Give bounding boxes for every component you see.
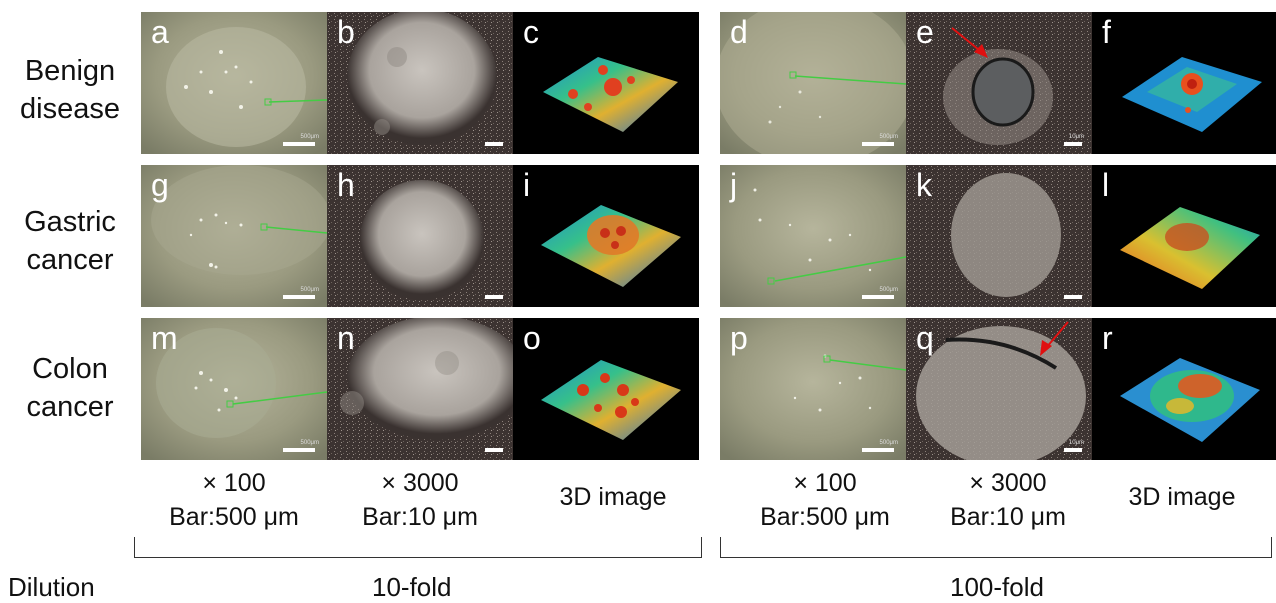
panel-g-micro: g 500μm [141, 165, 327, 307]
panel-l-3d: l [1092, 165, 1276, 307]
caption-col6: 3D image [1092, 480, 1272, 514]
caption-line: Bar:10 μm [362, 503, 478, 531]
bracket-10fold [134, 537, 702, 558]
panel-q-sem: q 10μm [906, 318, 1092, 460]
panel-letter: l [1102, 167, 1110, 203]
scale-bar [862, 448, 894, 452]
panel-o-3d: o [513, 318, 699, 460]
caption-col2: × 3000 Bar:10 μm [327, 466, 513, 534]
caption-col5: × 3000 Bar:10 μm [915, 466, 1101, 534]
row-label-line: Colon [32, 353, 108, 385]
scale-bar [485, 295, 503, 299]
panel-r-3d: r [1092, 318, 1276, 460]
panel-letter: a [151, 14, 169, 50]
panel-letter: m [151, 320, 178, 356]
caption-col3: 3D image [513, 480, 713, 514]
row-label-line: Gastric [24, 206, 116, 238]
panel-letter: o [523, 320, 541, 356]
panel-f-3d: f [1092, 12, 1276, 154]
caption-line: 3D image [559, 483, 667, 511]
panel-p-micro: p 500μm [720, 318, 906, 460]
panel-letter: q [916, 320, 934, 356]
dilution-label: Dilution [8, 572, 95, 602]
panel-letter: f [1102, 14, 1111, 50]
row-label-line: cancer [26, 391, 114, 423]
scale-text: 500μm [300, 287, 319, 293]
scale-text: 10μm [1068, 134, 1084, 140]
panel-letter: r [1102, 320, 1113, 356]
caption-line: × 100 [202, 469, 266, 497]
scale-bar [485, 142, 503, 146]
panel-letter: i [523, 167, 531, 203]
scale-bar [283, 448, 315, 452]
scale-bar [283, 295, 315, 299]
panel-letter: k [916, 167, 932, 203]
panel-letter: c [523, 14, 539, 50]
panel-h-sem: h [327, 165, 513, 307]
caption-col1: × 100 Bar:500 μm [141, 466, 327, 534]
scale-text: 500μm [879, 287, 898, 293]
scale-bar [1064, 448, 1082, 452]
scale-text: 500μm [879, 440, 898, 446]
panel-letter: n [337, 320, 355, 356]
scale-bar [485, 448, 503, 452]
dilution-10fold: 10-fold [372, 572, 452, 602]
panel-letter: h [337, 167, 355, 203]
scale-text: 500μm [300, 440, 319, 446]
panel-letter: b [337, 14, 355, 50]
panel-m-micro: m 500μm [141, 318, 327, 460]
scale-bar [1064, 295, 1082, 299]
panel-n-sem: n [327, 318, 513, 460]
caption-line: Bar:500 μm [169, 503, 299, 531]
panel-i-3d: i [513, 165, 699, 307]
panel-d-micro: d 500μm [720, 12, 906, 154]
panel-letter: j [730, 167, 738, 203]
panel-e-sem: e 10μm [906, 12, 1092, 154]
scale-bar [1064, 142, 1082, 146]
row-label-line: cancer [26, 244, 114, 276]
panel-j-micro: j 500μm [720, 165, 906, 307]
scale-bar [862, 142, 894, 146]
panel-letter: p [730, 320, 748, 356]
caption-line: Bar:10 μm [950, 503, 1066, 531]
caption-line: × 3000 [969, 469, 1047, 497]
dilution-100fold: 100-fold [950, 572, 1044, 602]
caption-line: 3D image [1128, 483, 1236, 511]
panel-a-micro: a 500μm [141, 12, 327, 154]
scale-bar [862, 295, 894, 299]
panel-b-sem: b [327, 12, 513, 154]
caption-line: × 100 [793, 469, 857, 497]
row-label-line: disease [20, 93, 120, 125]
panel-k-sem: k [906, 165, 1092, 307]
row-label-line: Benign [24, 55, 116, 87]
caption-line: Bar:500 μm [760, 503, 890, 531]
panel-letter: d [730, 14, 748, 50]
row-label-benign: Benign disease [0, 52, 140, 128]
panel-letter: g [151, 167, 169, 203]
caption-line: × 3000 [381, 469, 459, 497]
bracket-100fold [720, 537, 1272, 558]
scale-text: 10μm [1068, 440, 1084, 446]
scale-text: 500μm [300, 134, 319, 140]
scale-text: 500μm [879, 134, 898, 140]
row-label-gastric: Gastric cancer [0, 203, 140, 279]
row-label-colon: Colon cancer [0, 350, 140, 426]
caption-col4: × 100 Bar:500 μm [720, 466, 930, 534]
scale-bar [283, 142, 315, 146]
panel-letter: e [916, 14, 934, 50]
panel-c-3d: c [513, 12, 699, 154]
